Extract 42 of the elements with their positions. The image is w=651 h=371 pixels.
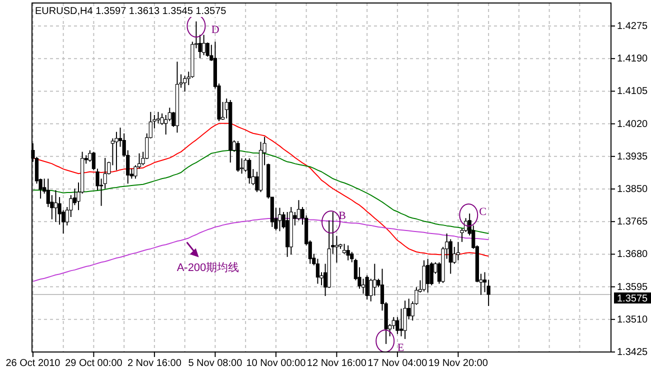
x-tick-label: 10 Nov 00:00 [246, 358, 306, 369]
series-label: A-200期均线 [176, 261, 240, 274]
y-tick-label: 1.4275 [617, 21, 648, 32]
candlestick [342, 243, 346, 254]
y-tick-label: 1.3935 [617, 151, 648, 162]
y-tick-label: 1.4020 [617, 118, 648, 130]
candlestick [334, 235, 338, 264]
y-tick-label: 1.4105 [617, 86, 648, 98]
x-tick-label: 17 Nov 04:00 [368, 358, 428, 369]
candlestick [183, 75, 187, 92]
y-tick-label: 1.3680 [617, 249, 648, 260]
candlestick [399, 308, 404, 337]
y-tick-label: 1.3595 [617, 282, 648, 293]
y-tick-label: 1.3765 [617, 216, 648, 228]
annotation: B [338, 210, 346, 222]
x-tick-label: 19 Nov 20:00 [428, 358, 488, 369]
y-tick-label: 1.3850 [617, 184, 648, 196]
ref-line-label: 1.3575 [617, 293, 648, 304]
x-tick-label: 2 Nov 16:00 [127, 358, 182, 369]
candlestick [316, 258, 320, 284]
y-tick-label: 1.3425 [617, 347, 648, 358]
candlestick [202, 34, 206, 56]
candlestick [114, 131, 118, 171]
annotation: E [397, 342, 404, 354]
x-tick-label: 26 Oct 2010 [6, 358, 61, 369]
y-tick-label: 1.3510 [617, 314, 648, 326]
y-tick-label: 1.4190 [617, 54, 648, 65]
candlestick [403, 300, 407, 340]
x-tick-label: 29 Oct 00:00 [65, 358, 123, 369]
x-tick-label: 12 Nov 16:00 [306, 358, 367, 369]
candlestick [426, 258, 430, 294]
annotation: D [211, 24, 220, 36]
candlestick [456, 241, 460, 261]
annotation: C [479, 206, 486, 218]
chart-title: EURUSD,H4 1.3597 1.3613 1.3545 1.3575 [35, 6, 227, 17]
candlestick [346, 244, 350, 261]
candlestick [278, 207, 282, 232]
candlestick [365, 274, 369, 300]
x-tick-label: 5 Nov 08:00 [188, 358, 243, 369]
candlestick [248, 158, 252, 184]
candlestick [422, 260, 426, 292]
candlestick [54, 190, 58, 222]
